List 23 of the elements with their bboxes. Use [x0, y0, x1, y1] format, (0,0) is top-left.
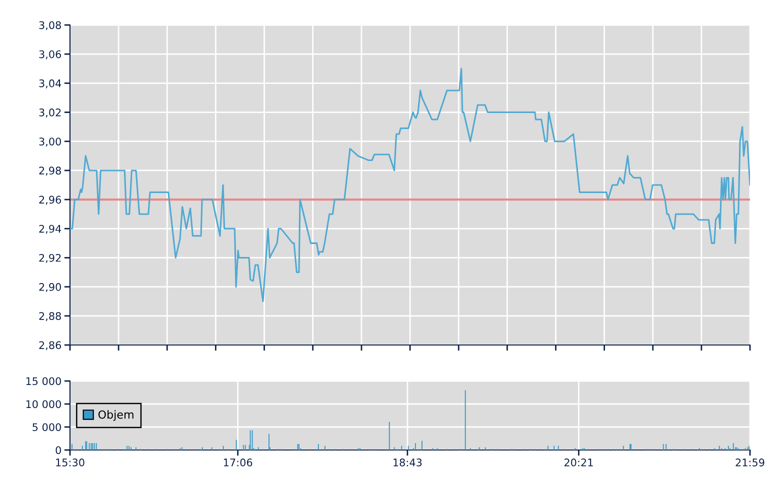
- x-tick-label: 21:59: [736, 458, 764, 466]
- y-tick-label: 0: [56, 446, 61, 454]
- y-tick-label: 3,04: [39, 79, 62, 88]
- x-tick-label: 15:30: [56, 458, 84, 466]
- y-tick-label: 2,96: [39, 196, 62, 205]
- legend-label: Objem: [98, 410, 134, 421]
- y-tick-label: 10 000: [26, 400, 61, 408]
- y-tick-label: 5 000: [32, 423, 61, 432]
- y-tick-label: 2,86: [39, 341, 62, 350]
- y-tick-label: 2,90: [39, 283, 61, 292]
- y-tick-label: 3,06: [39, 50, 62, 60]
- line-series: [70, 68, 750, 302]
- y-tick-label: 2,92: [39, 254, 61, 263]
- y-tick-label: 3,00: [39, 138, 61, 147]
- x-tick-label: 18:43: [394, 458, 422, 466]
- y-tick-label: 3,08: [39, 21, 61, 30]
- y-tick-label: 2,94: [39, 224, 62, 234]
- x-tick-label: 17:06: [224, 458, 252, 466]
- x-tick-label: 20:21: [564, 458, 593, 466]
- y-tick-label: 3,02: [39, 108, 61, 118]
- y-tick-label: 2,98: [39, 166, 61, 176]
- y-tick-label: 15 000: [26, 377, 61, 386]
- y-tick-label: 2,88: [39, 312, 61, 322]
